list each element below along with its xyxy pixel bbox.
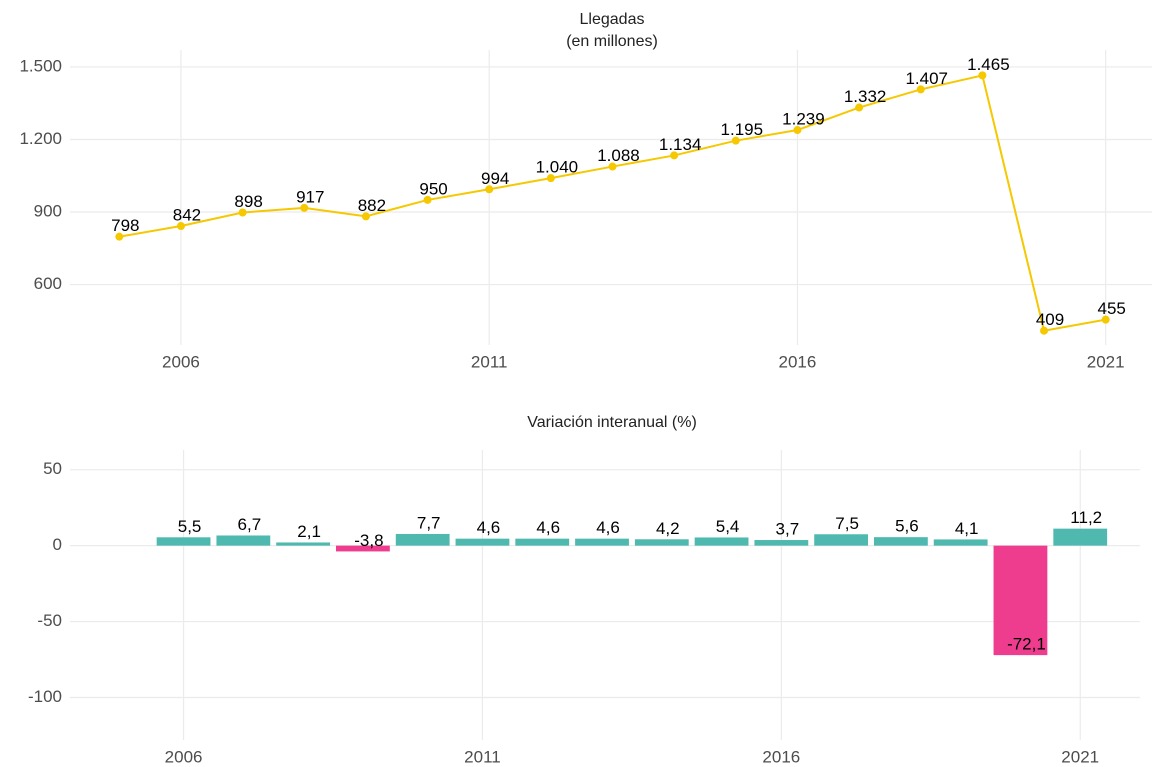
data-label: 1.088 [597, 146, 640, 165]
y-tick-label: -100 [28, 687, 62, 706]
point [115, 232, 124, 241]
bar [575, 538, 629, 546]
data-label: 898 [234, 192, 262, 211]
data-label: 455 [1097, 299, 1125, 318]
data-label: 842 [173, 206, 201, 225]
point [1040, 326, 1049, 335]
data-label: 917 [296, 187, 324, 206]
chart-title: Llegadas [580, 11, 645, 28]
y-tick-label: 900 [34, 201, 62, 220]
bar [216, 535, 271, 546]
data-label: 4,6 [477, 518, 501, 537]
bar [993, 545, 1048, 656]
bar [336, 545, 390, 552]
data-label: 1.465 [967, 55, 1010, 74]
bar [754, 540, 809, 546]
data-label: 5,5 [178, 517, 202, 536]
data-label: 798 [111, 216, 139, 235]
data-label: -72,1 [1007, 635, 1046, 654]
data-label: 409 [1036, 310, 1064, 329]
data-label: 5,6 [895, 517, 919, 536]
bar [634, 539, 689, 546]
y-tick-label: 1.200 [19, 129, 62, 148]
point [1101, 315, 1110, 324]
point [176, 222, 185, 231]
point [485, 185, 494, 194]
y-tick-label: 50 [43, 459, 62, 478]
chart-subtitle: (en millones) [566, 33, 658, 50]
data-label: -3,8 [354, 531, 383, 550]
data-label: 6,7 [238, 515, 262, 534]
bar [873, 537, 928, 546]
data-label: 1.040 [536, 158, 579, 177]
data-label: 1.332 [844, 87, 887, 106]
bar [395, 533, 450, 546]
data-label: 4,1 [955, 519, 979, 538]
point [546, 174, 555, 183]
bar [156, 537, 211, 546]
point [793, 126, 802, 135]
x-tick-label: 2011 [464, 747, 501, 766]
x-tick-label: 2006 [165, 747, 203, 766]
point [855, 103, 864, 112]
point [608, 162, 617, 171]
data-label: 1.195 [721, 120, 764, 139]
x-tick-label: 2016 [779, 352, 817, 371]
bar [276, 542, 331, 546]
data-label: 7,5 [835, 514, 859, 533]
line [119, 74, 1106, 332]
data-label: 5,4 [716, 517, 740, 536]
bar [455, 538, 510, 546]
bar [515, 538, 570, 546]
data-label: 1.407 [905, 69, 948, 88]
x-tick-label: 2006 [162, 352, 200, 371]
data-label: 1.239 [782, 110, 825, 129]
x-tick-label: 2011 [471, 352, 508, 371]
data-label: 4,2 [656, 519, 680, 538]
point [238, 208, 247, 217]
x-tick-label: 2021 [1061, 747, 1099, 766]
y-tick-label: 600 [34, 274, 62, 293]
bar [814, 534, 869, 546]
data-label: 2,1 [297, 522, 321, 541]
x-tick-label: 2016 [762, 747, 800, 766]
data-label: 994 [481, 169, 509, 188]
point [361, 212, 370, 221]
bar [1053, 528, 1108, 546]
y-tick-label: 1.500 [19, 56, 62, 75]
point [670, 151, 679, 160]
data-label: 3,7 [776, 520, 800, 539]
point [423, 195, 432, 204]
data-label: 11,2 [1070, 508, 1102, 527]
data-label: 4,6 [596, 518, 620, 537]
x-tick-label: 2021 [1087, 352, 1125, 371]
data-label: 7,7 [417, 513, 441, 532]
bar [694, 537, 749, 546]
y-tick-label: -50 [37, 611, 62, 630]
data-label: 950 [419, 179, 447, 198]
point [978, 71, 987, 80]
data-label: 882 [358, 196, 386, 215]
chart-title: Variación interanual (%) [527, 414, 697, 431]
data-label: 4,6 [536, 518, 560, 537]
point [731, 136, 740, 145]
point [300, 203, 309, 212]
bar [933, 539, 988, 546]
data-label: 1.134 [659, 135, 702, 154]
point [916, 85, 925, 94]
y-tick-label: 0 [53, 535, 62, 554]
